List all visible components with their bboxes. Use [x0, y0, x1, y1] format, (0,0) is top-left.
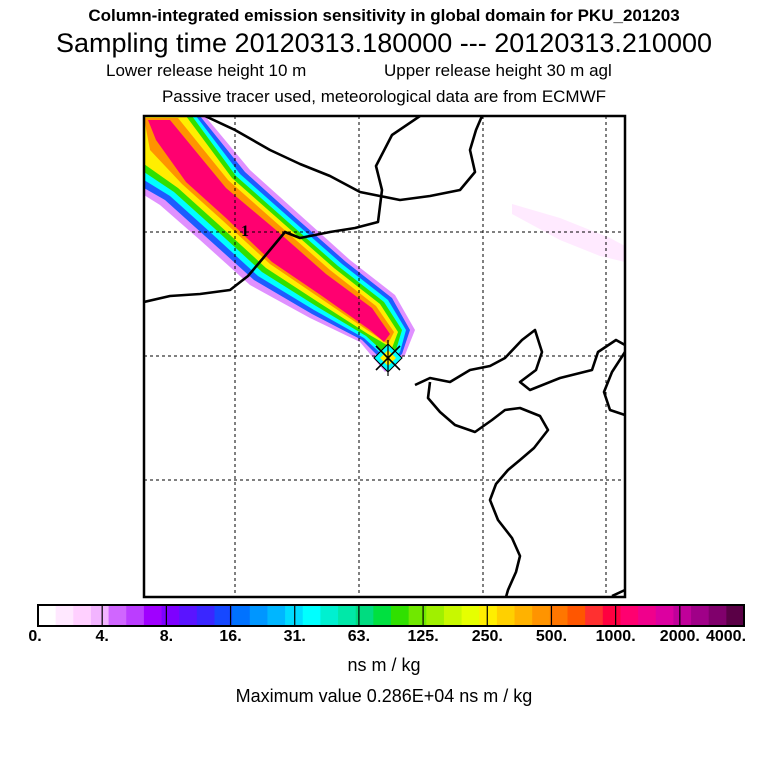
colorbar-swatch — [108, 605, 127, 626]
map-panel: 1 — [144, 116, 625, 597]
maximum-value: Maximum value 0.286E+04 ns m / kg — [235, 686, 533, 706]
colorbar-swatch — [126, 605, 145, 626]
colorbar-swatch — [143, 605, 163, 626]
grid-lines — [144, 116, 625, 597]
colorbar-swatch — [567, 605, 586, 626]
colorbar-swatch — [655, 605, 674, 626]
colorbar-swatch — [532, 605, 551, 626]
faint-plume-ne — [512, 204, 625, 262]
colorbar-swatch — [249, 605, 268, 626]
colorbar-swatch — [214, 605, 233, 626]
colorbar — [38, 605, 745, 626]
colorbar-swatch — [496, 605, 516, 626]
colorbar-swatch — [585, 605, 604, 626]
colorbar-swatch — [55, 605, 74, 626]
colorbar-swatch — [73, 605, 92, 626]
colorbar-swatch — [320, 605, 339, 626]
colorbar-tick-label: 250. — [471, 628, 503, 645]
colorbar-swatch — [179, 605, 198, 626]
colorbar-swatch — [391, 605, 410, 626]
colorbar-swatch — [267, 605, 286, 626]
colorbar-swatch — [549, 605, 568, 626]
colorbar-swatch — [90, 605, 110, 626]
release-site-marker — [373, 340, 403, 376]
colorbar-swatch — [302, 605, 321, 626]
colorbar-swatch — [38, 605, 57, 626]
contour-label: 1 — [241, 223, 249, 240]
colorbar-swatch — [673, 605, 692, 626]
colorbar-tick-label: 2000. — [659, 628, 700, 645]
colorbar-tick-label: 500. — [535, 628, 568, 645]
colorbar-swatch — [196, 605, 215, 626]
map-frame — [142, 114, 627, 599]
colorbar-tick-label: 16. — [219, 628, 242, 645]
colorbar-tick-label: 31. — [283, 628, 306, 645]
colorbar-swatch — [620, 605, 639, 626]
colorbar-tick-label: 4000. — [705, 628, 747, 645]
colorbar-swatch — [638, 605, 657, 626]
colorbar-tick-label: 63. — [347, 628, 371, 645]
colorbar-units: ns m / kg — [347, 655, 421, 675]
colorbar-tick-label: 125. — [407, 628, 439, 645]
sampling-time: Sampling time 20120313.180000 --- 201203… — [55, 28, 712, 58]
colorbar-swatch — [602, 605, 621, 626]
colorbar-swatch — [355, 605, 374, 626]
colorbar-swatch — [514, 605, 533, 626]
colorbar-swatch — [408, 605, 427, 626]
plume-pink-core — [148, 120, 390, 342]
colorbar-swatch — [373, 605, 392, 626]
colorbar-swatch — [232, 605, 251, 626]
colorbar-swatch — [479, 605, 498, 626]
subtitle: Passive tracer used, meteorological data… — [161, 87, 607, 106]
colorbar-swatch — [461, 605, 480, 626]
upper-release-height: Upper release height 30 m agl — [384, 61, 612, 80]
colorbar-frame — [37, 604, 745, 627]
colorbar-swatch — [691, 605, 710, 626]
colorbar-tick-label: 1000. — [595, 628, 636, 645]
lower-release-height: Lower release height 10 m — [106, 61, 307, 80]
colorbar-swatch — [726, 605, 745, 626]
colorbar-swatch — [338, 605, 357, 626]
colorbar-tick-label: 0. — [28, 628, 42, 645]
colorbar-tick-label: 4. — [95, 628, 109, 645]
colorbar-swatch — [708, 605, 727, 626]
colorbar-tick-label: 8. — [159, 628, 174, 645]
coastlines — [144, 116, 625, 597]
colorbar-swatch — [443, 605, 463, 626]
colorbar-swatch — [426, 605, 445, 626]
figure-title: Column-integrated emission sensitivity i… — [88, 6, 680, 25]
colorbar-swatch — [161, 605, 180, 626]
release-heights: Lower release height 10 m Upper release … — [0, 61, 768, 81]
